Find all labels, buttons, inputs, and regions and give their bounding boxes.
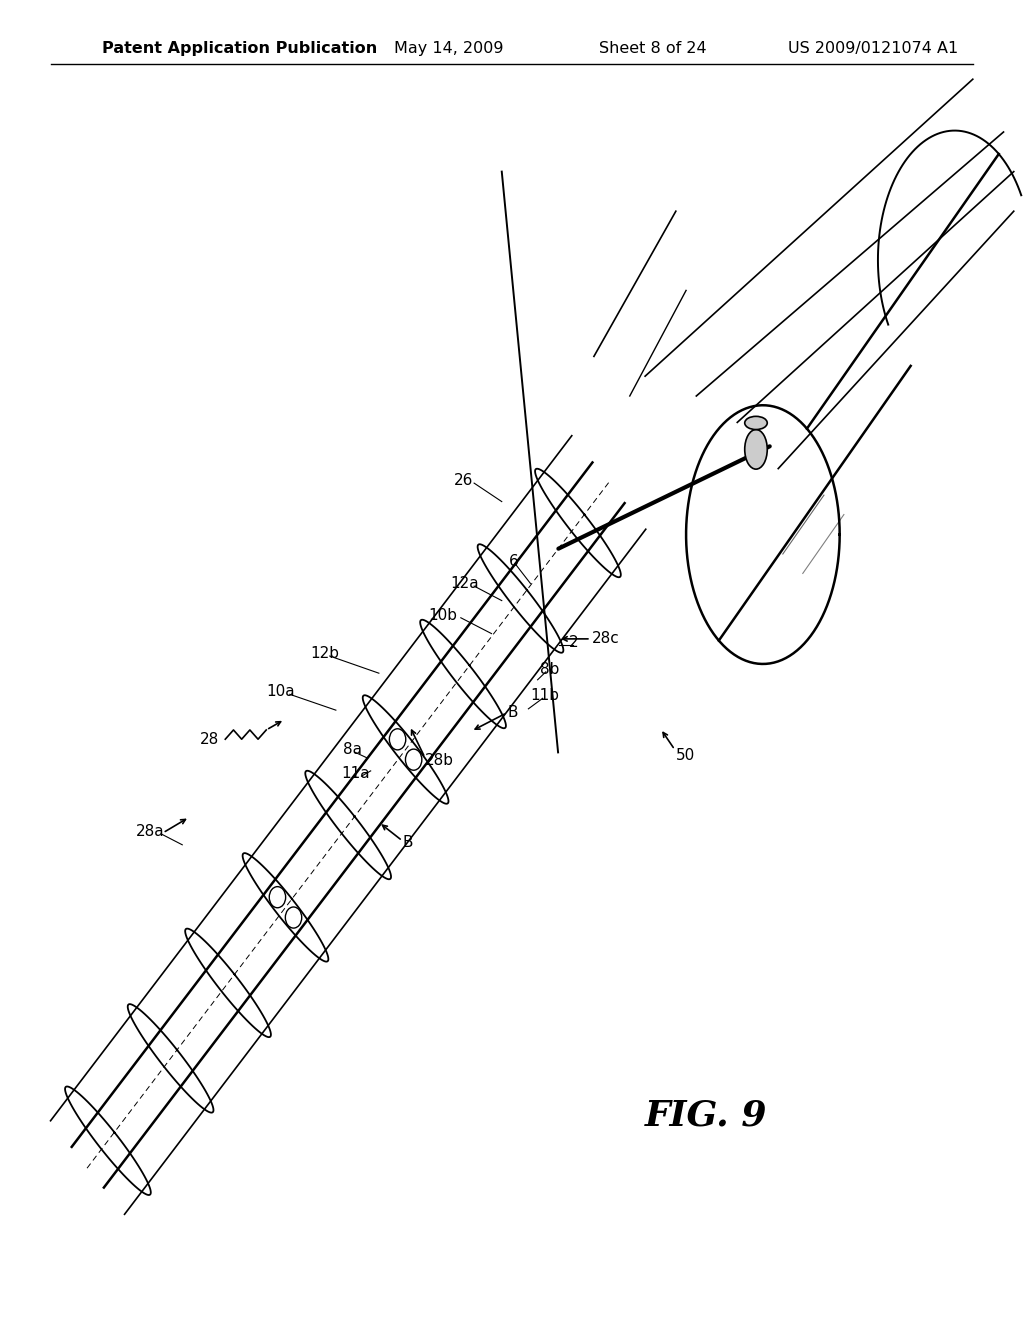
Text: 8a: 8a xyxy=(343,742,362,758)
Text: 28b: 28b xyxy=(425,752,454,768)
Text: 28a: 28a xyxy=(136,824,165,840)
Text: 6: 6 xyxy=(509,553,519,569)
Circle shape xyxy=(406,750,422,771)
Text: 28: 28 xyxy=(200,731,219,747)
Ellipse shape xyxy=(744,429,767,469)
Text: May 14, 2009: May 14, 2009 xyxy=(394,41,504,57)
Circle shape xyxy=(389,729,406,750)
Text: 10b: 10b xyxy=(428,607,457,623)
Text: 12a: 12a xyxy=(451,576,479,591)
Circle shape xyxy=(269,887,286,908)
Text: Sheet 8 of 24: Sheet 8 of 24 xyxy=(599,41,707,57)
Text: 26: 26 xyxy=(454,473,473,488)
Text: 28c: 28c xyxy=(592,631,620,647)
Text: B: B xyxy=(508,705,518,721)
Text: B: B xyxy=(402,834,413,850)
Text: 11b: 11b xyxy=(530,688,559,704)
Text: 50: 50 xyxy=(676,747,695,763)
Circle shape xyxy=(286,907,302,928)
Text: 2: 2 xyxy=(569,635,579,651)
Text: FIG. 9: FIG. 9 xyxy=(645,1098,768,1133)
Text: 11a: 11a xyxy=(341,766,370,781)
Text: Patent Application Publication: Patent Application Publication xyxy=(102,41,378,57)
Text: US 2009/0121074 A1: US 2009/0121074 A1 xyxy=(788,41,958,57)
Text: 12b: 12b xyxy=(310,645,339,661)
Ellipse shape xyxy=(744,416,767,429)
Text: 10a: 10a xyxy=(266,684,295,700)
Text: 8b: 8b xyxy=(540,661,559,677)
